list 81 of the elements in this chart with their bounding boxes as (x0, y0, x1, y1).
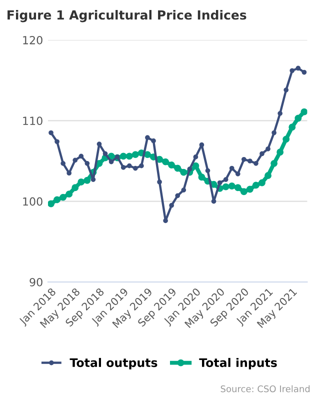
point (168, 162, 176, 169)
point (126, 163, 132, 168)
point (248, 158, 252, 164)
point (84, 160, 90, 166)
point (96, 142, 102, 146)
point (126, 152, 133, 160)
y-tick-label: 90 (30, 278, 42, 286)
point (264, 172, 272, 179)
point (108, 159, 114, 164)
point (132, 166, 138, 171)
point (120, 152, 127, 160)
point (162, 158, 170, 166)
point (278, 110, 283, 116)
point (228, 182, 236, 190)
point (145, 135, 150, 140)
source-note: Source: CSO Ireland (220, 385, 310, 392)
point (144, 151, 151, 158)
point (60, 194, 67, 201)
point (139, 163, 144, 168)
point (48, 200, 54, 208)
point (258, 179, 266, 186)
y-tick-label: 120 (23, 36, 42, 44)
point (54, 139, 60, 144)
y-tick-label: 100 (23, 197, 42, 206)
point (60, 160, 66, 166)
point (205, 168, 210, 174)
point (282, 136, 290, 143)
point (90, 177, 96, 182)
y-tick-label: 110 (23, 116, 42, 126)
point (132, 151, 139, 158)
point (174, 164, 182, 172)
point (169, 202, 174, 208)
point (284, 88, 289, 92)
point (290, 68, 295, 74)
point (229, 166, 234, 171)
point (300, 108, 308, 116)
point (296, 66, 301, 71)
point (187, 166, 192, 172)
point (78, 154, 84, 159)
point (240, 188, 248, 196)
point (302, 70, 307, 75)
point (84, 176, 91, 184)
point (192, 162, 200, 170)
point (260, 151, 264, 156)
point (223, 177, 228, 182)
point (175, 193, 180, 198)
point (217, 180, 222, 186)
point (270, 160, 278, 167)
point (102, 151, 108, 156)
point (272, 130, 276, 136)
point (78, 178, 85, 186)
point (193, 154, 198, 160)
chart-title: Figure 1 Agricultural Price Indices (8, 10, 246, 22)
point (288, 124, 296, 131)
point (199, 142, 204, 148)
point (252, 182, 260, 189)
point (66, 190, 73, 198)
point (235, 171, 240, 176)
legend-label: Total outputs (70, 358, 158, 370)
point (54, 196, 61, 204)
point (120, 165, 126, 170)
point (72, 158, 78, 163)
point (241, 156, 246, 162)
point (211, 198, 216, 204)
point (181, 188, 186, 192)
point (246, 186, 254, 193)
point (151, 138, 156, 144)
legend-label: Total inputs (199, 358, 277, 370)
point (180, 168, 188, 176)
point (266, 146, 270, 152)
point (66, 170, 72, 176)
point (234, 184, 242, 192)
point (157, 180, 162, 184)
point (276, 148, 284, 156)
point (222, 183, 230, 190)
point (163, 218, 168, 224)
point (48, 130, 54, 136)
point (72, 184, 79, 192)
point (294, 114, 302, 122)
point (254, 160, 258, 166)
point (198, 174, 206, 181)
